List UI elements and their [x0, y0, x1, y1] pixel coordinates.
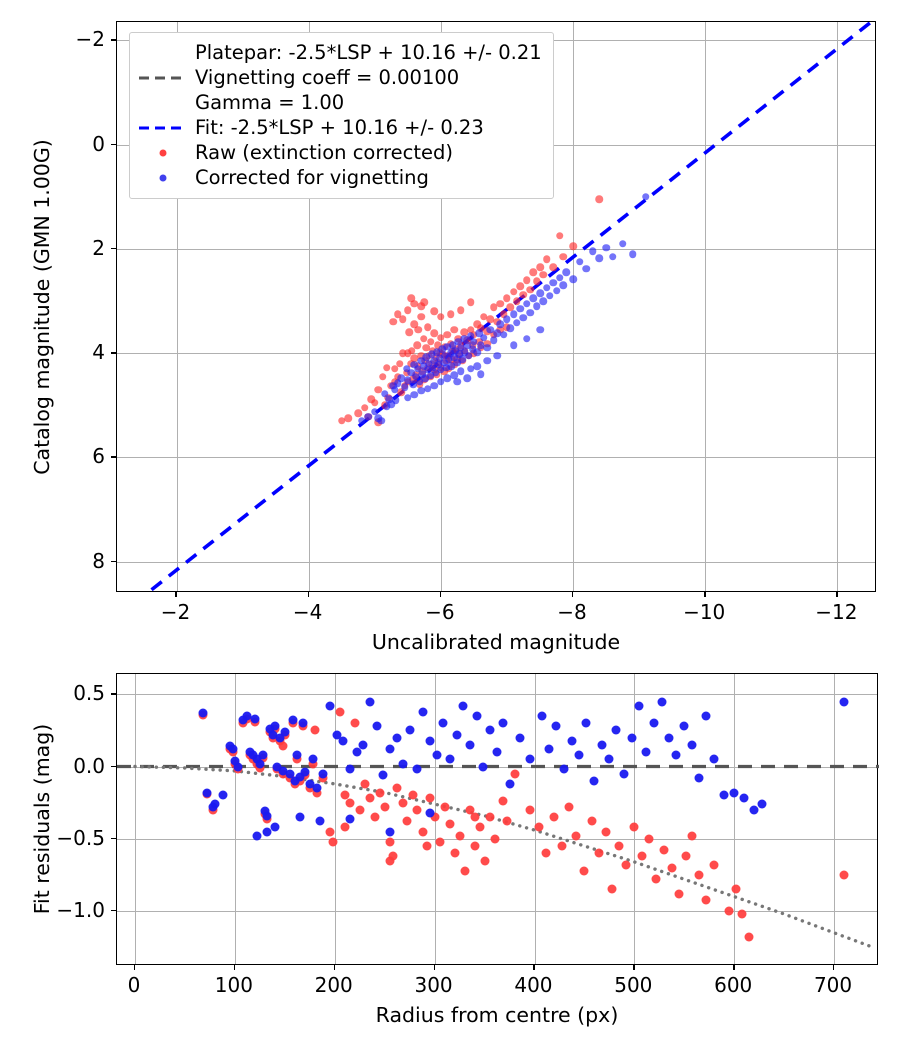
- x-axis-tick: [333, 965, 336, 970]
- legend-dot-icon: [139, 140, 187, 165]
- x-axis-title: Radius from centre (px): [375, 1003, 619, 1027]
- dashed-line-icon: [139, 126, 187, 129]
- magnitude-fit-plot: Platepar: -2.5*LSP + 10.16 +/- 0.21 Vign…: [116, 21, 876, 593]
- y-axis-tick: [111, 837, 116, 840]
- gridline-vertical: [634, 674, 636, 964]
- plot-legend: Platepar: -2.5*LSP + 10.16 +/- 0.21 Vign…: [129, 32, 554, 199]
- gridline-vertical: [440, 22, 442, 591]
- legend-label: Raw (extinction corrected): [195, 141, 453, 164]
- legend-dashed-line-icon: [139, 40, 187, 115]
- gridline-vertical: [534, 674, 536, 964]
- gridline-vertical: [135, 674, 136, 964]
- fit-line: [144, 22, 874, 593]
- x-axis-tick: [175, 592, 177, 597]
- x-axis-tick: [833, 965, 835, 970]
- y-axis-tick-label: −1.0: [56, 898, 105, 923]
- gridline-vertical: [176, 22, 178, 591]
- gridline-vertical: [334, 674, 336, 964]
- gridline-horizontal: [117, 911, 877, 913]
- x-axis-tick: [836, 592, 838, 597]
- x-axis-tick-label: 100: [214, 973, 253, 997]
- legend-dot-icon: [139, 165, 187, 190]
- dashed-line-icon: [139, 76, 187, 79]
- gridline-vertical: [573, 22, 574, 591]
- y-axis-tick-label: 4: [92, 340, 105, 365]
- x-axis-tick: [572, 592, 574, 597]
- y-axis-tick: [111, 352, 116, 354]
- x-axis-tick: [433, 965, 435, 970]
- legend-row: Fit: -2.5*LSP + 10.16 +/- 0.23: [139, 115, 542, 140]
- y-axis-tick: [111, 765, 116, 767]
- gridline-horizontal: [117, 457, 875, 459]
- legend-dashed-line-icon: [139, 115, 187, 140]
- y-axis-tick: [111, 693, 116, 695]
- gridline-vertical: [834, 674, 836, 964]
- x-axis-tick-label: 0: [127, 973, 141, 997]
- gridline-vertical: [734, 674, 736, 964]
- y-axis-tick-label: 0.0: [73, 753, 105, 778]
- gridline-vertical: [234, 674, 236, 964]
- y-axis-tick-label: −0.5: [56, 825, 105, 850]
- x-axis-tick-label: −2: [160, 600, 191, 624]
- gridline-vertical: [837, 22, 839, 591]
- y-axis-tick: [111, 247, 116, 250]
- dot-marker-icon: [159, 149, 167, 156]
- legend-label: Fit: -2.5*LSP + 10.16 +/- 0.23: [195, 116, 484, 139]
- y-axis-tick-label: 6: [92, 444, 105, 469]
- plot-line-overlay: [117, 764, 879, 948]
- y-axis-title: Fit residuals (mag): [30, 723, 54, 915]
- residuals-plot: [116, 673, 879, 965]
- y-axis-tick: [111, 560, 116, 563]
- x-axis-tick: [439, 592, 442, 597]
- y-axis-tick: [111, 910, 116, 912]
- y-axis-tick-label: 0: [92, 131, 105, 156]
- y-axis-tick: [111, 456, 116, 458]
- x-axis-tick-label: 200: [314, 973, 353, 997]
- gridline-horizontal: [117, 248, 875, 250]
- y-axis-tick: [111, 143, 116, 145]
- y-axis-tick-label: 0.5: [73, 681, 105, 706]
- x-axis-tick-label: 300: [414, 973, 453, 997]
- x-axis-tick-label: 400: [514, 973, 553, 997]
- y-axis-tick-label: −2: [75, 27, 105, 52]
- x-axis-tick-label: −6: [425, 600, 455, 624]
- x-axis-tick-label: −12: [815, 600, 858, 624]
- x-axis-tick-label: 500: [614, 973, 653, 997]
- x-axis-title: Uncalibrated magnitude: [371, 630, 621, 654]
- y-axis-title: Catalog magnitude (GMN 1.00G): [30, 138, 54, 475]
- plot-line-overlay: [144, 22, 874, 593]
- x-axis-tick: [233, 965, 236, 970]
- legend-row: Corrected for vignetting: [139, 165, 542, 190]
- y-axis-tick-label: 2: [92, 235, 105, 260]
- dot-marker-icon: [159, 174, 167, 181]
- legend-row: Raw (extinction corrected): [139, 140, 542, 165]
- x-axis-tick: [307, 592, 310, 597]
- gridline-vertical: [705, 22, 707, 591]
- gridline-horizontal: [117, 561, 875, 563]
- y-axis-tick: [111, 39, 116, 41]
- gridline-horizontal: [117, 694, 877, 696]
- x-axis-tick: [704, 592, 706, 597]
- legend-label: Platepar: -2.5*LSP + 10.16 +/- 0.21 Vign…: [195, 41, 542, 114]
- x-axis-tick: [633, 965, 635, 970]
- legend-label: Corrected for vignetting: [195, 166, 429, 189]
- y-axis-tick-label: 8: [92, 548, 105, 573]
- x-axis-tick-label: −4: [292, 600, 323, 624]
- x-axis-tick-label: −10: [683, 600, 726, 624]
- x-axis-tick-label: −8: [557, 600, 587, 624]
- gridline-vertical: [308, 22, 310, 591]
- x-axis-tick: [133, 965, 136, 970]
- x-axis-tick: [733, 965, 735, 970]
- vignetting-model-curve: [133, 764, 871, 948]
- x-axis-tick: [533, 965, 535, 970]
- legend-row: Platepar: -2.5*LSP + 10.16 +/- 0.21 Vign…: [139, 40, 542, 115]
- x-axis-tick-label: 700: [813, 973, 853, 997]
- x-axis-tick-label: 600: [714, 973, 753, 997]
